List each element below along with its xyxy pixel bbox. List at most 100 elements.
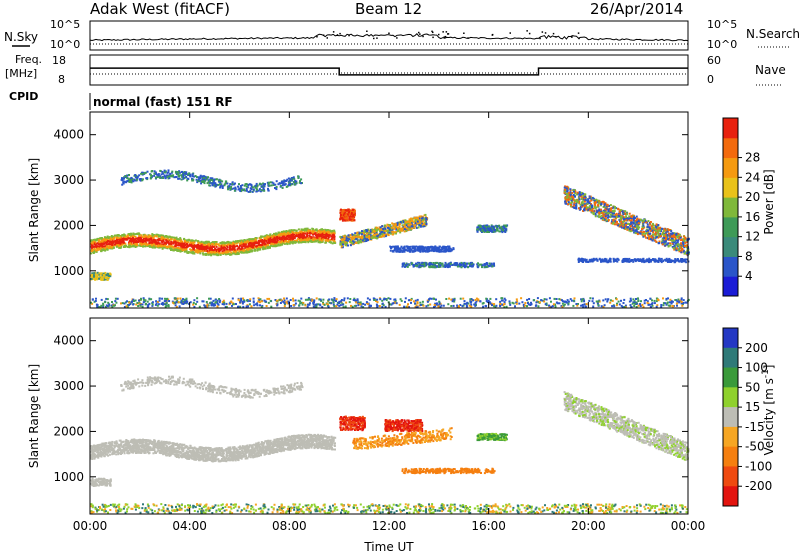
- power-cell: [115, 245, 118, 248]
- power-cell: [434, 245, 437, 248]
- power-cell: [128, 246, 131, 249]
- power-cell: [329, 239, 332, 241]
- nave-right-tick-bottom: 0: [707, 73, 714, 86]
- power-cell: [260, 185, 263, 188]
- power-cell: [303, 237, 306, 240]
- power-cell: [203, 244, 205, 246]
- power-cell: [175, 242, 177, 245]
- power-cell: [130, 232, 133, 235]
- power-cell: [402, 226, 405, 229]
- power-cell: [347, 213, 350, 216]
- power-cell: [177, 249, 179, 252]
- power-cell: [357, 240, 360, 243]
- power-cell: [105, 236, 107, 239]
- power-cell: [328, 240, 331, 243]
- power-cell: [138, 178, 141, 181]
- power-cell: [174, 237, 177, 240]
- power-cell: [193, 244, 196, 246]
- power-cell: [277, 235, 280, 238]
- power-cell: [341, 238, 344, 241]
- nsky-point: [528, 32, 531, 35]
- power-cell: [250, 249, 253, 252]
- power-cell: [134, 233, 137, 236]
- power-cell: [188, 238, 191, 241]
- power-cell: [384, 224, 387, 227]
- power-cell: [214, 253, 217, 256]
- power-cell: [270, 236, 273, 238]
- power-cell: [209, 248, 212, 251]
- power-cell: [272, 184, 275, 186]
- power-cell: [312, 232, 315, 235]
- power-cell: [411, 250, 414, 253]
- power-cell: [168, 244, 171, 247]
- power-cell: [352, 217, 355, 220]
- power-cell: [201, 252, 204, 255]
- power-cell: [244, 249, 247, 252]
- power-cell: [98, 277, 101, 280]
- power-cell: [93, 247, 96, 250]
- power-cell: [232, 242, 235, 244]
- power-cell: [208, 181, 211, 184]
- power-cell: [279, 241, 281, 244]
- power-cell: [601, 214, 603, 217]
- power-cell: [162, 176, 164, 179]
- power-cell: [418, 249, 421, 252]
- power-cell: [165, 245, 168, 248]
- power-cell: [332, 239, 335, 242]
- power-cell: [244, 189, 247, 192]
- power-cell: [578, 202, 581, 205]
- power-cell: [179, 250, 182, 253]
- power-cell: [283, 242, 286, 245]
- power-cell: [349, 209, 352, 212]
- power-cell: [168, 177, 171, 179]
- power-cell: [172, 242, 175, 245]
- power-cell: [158, 235, 160, 238]
- power-cell: [280, 234, 283, 236]
- power-cell: [92, 277, 95, 280]
- power-cell: [496, 228, 499, 231]
- power-cell: [357, 231, 360, 234]
- power-cell: [275, 186, 278, 188]
- power-cell: [264, 183, 266, 186]
- power-cell: [678, 236, 681, 238]
- power-cell: [343, 212, 346, 215]
- power-cell: [400, 249, 403, 252]
- nsky-point: [442, 31, 444, 33]
- power-cell: [254, 248, 257, 251]
- power-cell: [223, 249, 226, 251]
- power-cell: [333, 238, 336, 241]
- power-cell: [435, 262, 438, 265]
- power-cell: [147, 234, 150, 237]
- power-cell: [487, 264, 490, 267]
- power-cell: [594, 214, 597, 217]
- power-cell: [249, 187, 252, 190]
- power-cell: [126, 238, 129, 241]
- power-cell: [297, 241, 300, 244]
- power-cell: [140, 240, 143, 243]
- power-cell: [343, 219, 346, 222]
- power-cell: [130, 181, 133, 184]
- power-cell: [318, 233, 321, 235]
- power-cell: [433, 247, 436, 250]
- power-cell: [249, 249, 252, 252]
- power-cell: [100, 250, 103, 253]
- power-cell: [96, 271, 99, 274]
- power-cell: [309, 239, 312, 242]
- station-title: Adak West (fitACF): [90, 0, 230, 18]
- power-cell: [100, 272, 103, 275]
- power-cell: [106, 235, 109, 238]
- power-cell: [402, 221, 405, 224]
- power-cell: [328, 232, 331, 235]
- power-cell: [415, 245, 418, 248]
- power-cell: [132, 240, 135, 243]
- power-cell: [229, 253, 231, 256]
- power-cell: [327, 239, 329, 242]
- power-cell: [276, 244, 279, 247]
- power-cell: [103, 274, 106, 277]
- power-cell: [401, 250, 404, 253]
- power-cell: [631, 224, 634, 227]
- power-cell: [254, 184, 257, 187]
- power-cell: [254, 238, 257, 241]
- power-cell: [99, 273, 102, 276]
- power-cell: [430, 249, 433, 252]
